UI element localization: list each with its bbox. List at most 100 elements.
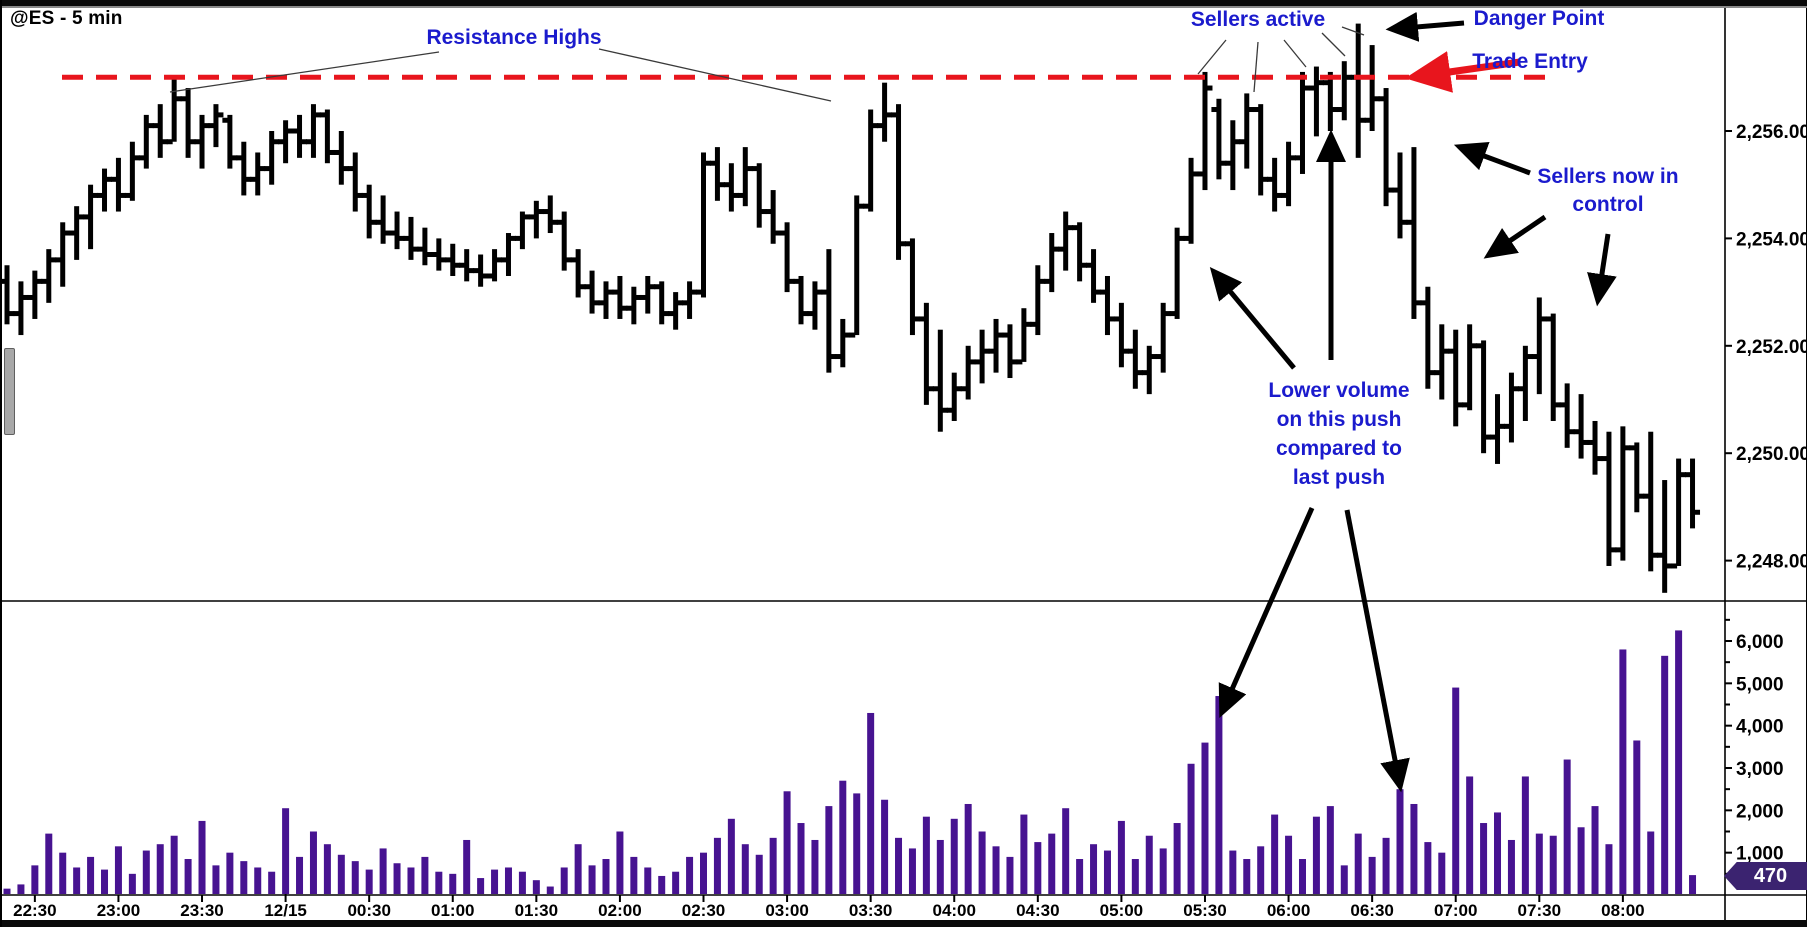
volume-bar	[1675, 630, 1683, 894]
ohlc-close-tick	[454, 262, 461, 268]
volume-bar	[1563, 759, 1571, 894]
annotation-pointer-line	[1253, 41, 1259, 93]
ohlc-close-tick	[1596, 456, 1603, 462]
ohlc-bar-stem	[812, 281, 818, 330]
ohlc-open-tick	[1517, 386, 1524, 392]
time-axis-label: 02:00	[598, 901, 641, 920]
ohlc-close-tick	[1457, 402, 1464, 408]
ohlc-open-tick	[403, 235, 410, 241]
ohlc-close-tick	[64, 230, 71, 236]
volume-bar	[1187, 763, 1195, 894]
ohlc-bar-stem	[185, 88, 191, 158]
ohlc-open-tick	[1308, 85, 1315, 91]
ohlc-open-tick	[333, 149, 340, 155]
last-volume-badge: 470	[1724, 862, 1807, 890]
volume-bar	[198, 820, 206, 894]
ohlc-close-tick	[593, 300, 600, 306]
ohlc-close-tick	[523, 214, 530, 220]
ohlc-close-tick	[997, 332, 1004, 338]
ohlc-bar-stem	[1313, 66, 1319, 137]
volume-bar	[936, 839, 944, 894]
ohlc-open-tick	[904, 241, 911, 247]
ohlc-bar-stem	[408, 216, 414, 260]
volume-axis-label: 6,000	[1736, 632, 1784, 653]
ohlc-close-tick	[1694, 509, 1701, 515]
ohlc-bar-stem	[1481, 340, 1487, 454]
volume-bar	[1117, 820, 1125, 894]
annotation-pointer-line	[598, 48, 832, 102]
ohlc-bar-stem	[1648, 431, 1654, 572]
ohlc-bar-stem	[603, 281, 609, 319]
volume-bar	[1591, 806, 1599, 894]
left-scrollbar-thumb[interactable]	[4, 348, 15, 435]
window-top-edge-shadow	[2, 6, 1807, 8]
volume-bar	[1368, 856, 1376, 894]
ohlc-bar-stem	[1299, 71, 1305, 174]
ohlc-bar-stem	[1202, 71, 1208, 191]
annotation-line: last push	[1292, 466, 1386, 489]
volume-bar	[1494, 812, 1502, 894]
volume-bar	[1549, 835, 1557, 894]
ohlc-close-tick	[161, 139, 168, 145]
volume-bar	[1326, 806, 1334, 894]
ohlc-bar-stem	[227, 114, 233, 169]
annotation-arrow	[1344, 509, 1410, 793]
ohlc-bar-stem	[1550, 313, 1556, 421]
ohlc-open-tick	[445, 257, 452, 263]
ohlc-open-tick	[264, 166, 271, 172]
volume-axis-label: 1,000	[1736, 844, 1784, 865]
ohlc-open-tick	[1350, 74, 1357, 80]
volume-bar	[170, 835, 178, 894]
ohlc-close-tick	[1359, 117, 1366, 123]
ohlc-close-tick	[496, 257, 503, 263]
ohlc-open-tick	[1448, 348, 1455, 354]
ohlc-bar-stem	[840, 318, 846, 368]
ohlc-bar-stem	[1146, 345, 1152, 395]
ohlc-open-tick	[361, 192, 368, 198]
ohlc-open-tick	[305, 139, 312, 145]
ohlc-bar-stem	[1216, 98, 1222, 180]
annotation-trade-entry: Trade Entry	[1472, 50, 1588, 73]
ohlc-open-tick	[1322, 80, 1329, 86]
volume-bar	[588, 865, 596, 894]
ohlc-bar-stem	[937, 329, 943, 432]
ohlc-close-tick	[92, 192, 99, 198]
volume-bar	[741, 844, 749, 894]
ohlc-bar-stem	[631, 286, 637, 325]
ohlc-close-tick	[816, 289, 823, 295]
ohlc-bar-stem	[1007, 324, 1013, 379]
ohlc-close-tick	[663, 311, 670, 317]
volume-bar	[59, 852, 67, 894]
volume-bar	[17, 884, 25, 894]
ohlc-open-tick	[612, 289, 619, 295]
ohlc-bar-stem	[1341, 61, 1347, 121]
volume-bar	[1103, 850, 1111, 894]
ohlc-close-tick	[119, 192, 126, 198]
ohlc-close-tick	[969, 359, 976, 365]
annotation-arrow	[1587, 233, 1617, 307]
ohlc-open-tick	[1225, 160, 1232, 166]
volume-bar	[184, 859, 192, 894]
ohlc-bar-stem	[923, 302, 929, 405]
ohlc-close-tick	[8, 311, 15, 317]
volume-bar	[672, 871, 680, 894]
ohlc-open-tick	[835, 354, 842, 360]
window-bottom-edge	[2, 920, 1807, 927]
volume-bar	[783, 791, 791, 894]
volume-bar	[616, 831, 624, 894]
ohlc-open-tick	[1211, 107, 1218, 113]
ohlc-open-tick	[1629, 445, 1636, 451]
ohlc-bar-stem	[366, 184, 372, 239]
ohlc-open-tick	[1183, 235, 1190, 241]
ohlc-bar-stem	[1397, 152, 1403, 239]
ohlc-close-tick	[1122, 348, 1129, 354]
ohlc-open-tick	[375, 219, 382, 225]
volume-bar	[101, 869, 109, 894]
ohlc-bar-stem	[1188, 157, 1194, 244]
ohlc-close-tick	[78, 214, 85, 220]
ohlc-close-tick	[1053, 246, 1060, 252]
ohlc-open-tick	[1169, 311, 1176, 317]
ohlc-bar-stem	[868, 109, 874, 212]
